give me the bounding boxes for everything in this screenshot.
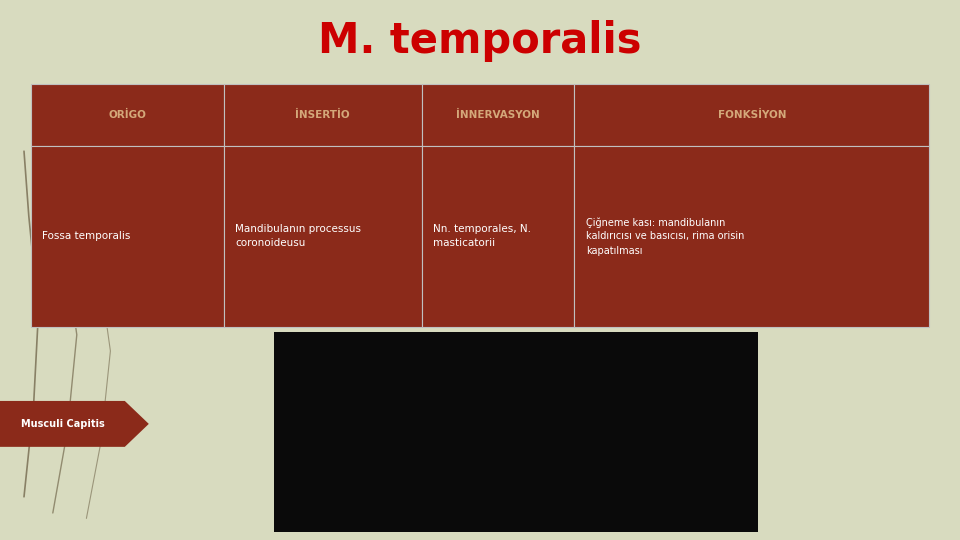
Text: ORİGO: ORİGO: [108, 110, 146, 120]
Bar: [421, 84, 574, 146]
Bar: [574, 146, 929, 327]
Bar: [31, 146, 224, 327]
Text: Musculi Capitis: Musculi Capitis: [20, 419, 105, 429]
Bar: [224, 84, 421, 146]
Text: İNSERTİO: İNSERTİO: [296, 110, 350, 120]
Text: Mandibulanın processus
coronoideusu: Mandibulanın processus coronoideusu: [235, 224, 361, 248]
Bar: [574, 84, 929, 146]
Text: FONKSİYON: FONKSİYON: [717, 110, 786, 120]
Text: Fossa temporalis: Fossa temporalis: [42, 231, 131, 241]
Bar: [274, 332, 758, 532]
Text: Çiğneme kası: mandibulanın
kaldırıcısı ve basıcısı, rima orisin
kapatılması: Çiğneme kası: mandibulanın kaldırıcısı v…: [586, 217, 744, 255]
Bar: [31, 84, 224, 146]
Bar: [224, 146, 421, 327]
Text: M. temporalis: M. temporalis: [319, 19, 641, 62]
Polygon shape: [0, 401, 149, 447]
Text: Nn. temporales, N.
masticatorii: Nn. temporales, N. masticatorii: [433, 224, 531, 248]
Bar: [421, 146, 574, 327]
Text: İNNERVASYON: İNNERVASYON: [456, 110, 540, 120]
